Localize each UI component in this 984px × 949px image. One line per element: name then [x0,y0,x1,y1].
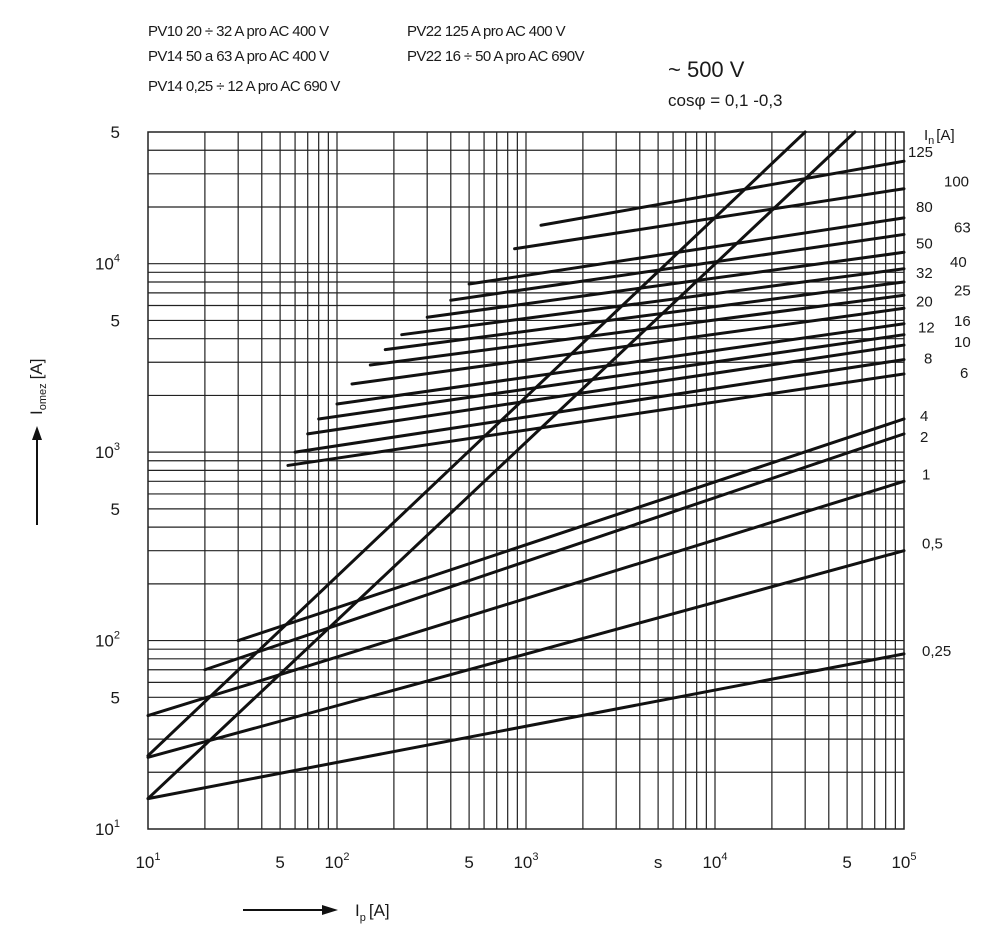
curves [146,130,906,801]
curve-0-25 [146,652,906,801]
legend-text-pv22-b: PV22 16 ÷ 50 A pro AC 690V [407,48,585,65]
x-tick-label: s [654,853,663,872]
cosphi-label: cosφ = 0,1 -0,3 [668,91,783,110]
curve-20 [350,306,906,386]
y-tick-labels: 5 104 5 103 5 102 5 101 [95,123,120,839]
curve-label-16: 16 [954,313,971,330]
curve-10 [306,343,906,436]
series-header-unit: [A] [936,127,954,144]
y-axis-label: Iomez [A] [27,359,49,415]
curve-label-1: 1 [922,466,930,483]
curve-63 [449,232,906,302]
legend-text-pv10: PV10 20 ÷ 32 A pro AC 400 V [148,23,329,40]
curve-label-125: 125 [908,144,933,161]
y-axis-symbol: I [27,410,46,415]
y-tick-label: 5 [111,688,120,707]
y-tick-label: 104 [95,253,120,274]
voltage-label: ~ 500 V [668,57,745,82]
curve-label-0-5: 0,5 [922,536,943,553]
x-axis-symbol: I [355,901,360,920]
curve-label-25: 25 [954,282,971,299]
curve-32 [383,280,906,352]
x-tick-label: 102 [324,851,349,872]
curve-label-100: 100 [944,174,969,191]
x-tick-label: 5 [275,853,284,872]
x-tick-label: 105 [891,851,916,872]
legend-text-pv22-a: PV22 125 A pro AC 400 V [407,23,566,40]
y-tick-label: 5 [111,123,120,142]
curve-1 [146,479,906,718]
y-axis-unit: [A] [27,359,46,380]
curve-label-20: 20 [916,293,933,310]
curve-2 [203,432,906,672]
curve-40 [400,267,906,337]
y-tick-label: 101 [95,818,120,839]
y-tick-label: 5 [111,500,120,519]
curve-label-32: 32 [916,265,933,282]
curve-label-40: 40 [950,254,967,271]
y-tick-label: 5 [111,311,120,330]
curve-100 [513,187,906,251]
y-axis-sub: omez [37,383,49,410]
legend-text-pv14-b: PV14 0,25 ÷ 12 A pro AC 690 V [148,78,340,95]
curve-80 [467,216,906,286]
curve-125 [539,159,906,227]
curve-16 [335,322,906,406]
grid [148,132,904,829]
curve-label-4: 4 [920,408,928,425]
x-tick-labels: 101 5 102 5 103 s 104 5 105 [135,851,916,872]
curve-label-63: 63 [954,219,971,236]
curve-labels: 125 100 80 63 50 40 32 25 20 16 12 10 8 6 4 2 1 0,5 0,25 [908,144,971,660]
curve-8 [293,358,906,454]
curve-label-10: 10 [954,334,971,351]
curve-25 [368,293,906,367]
x-axis-sub: p [360,912,366,924]
curve-4 [236,417,906,643]
y-tick-label: 103 [95,441,120,462]
curve-label-8: 8 [924,351,932,368]
series-header-symbol: I [924,127,928,144]
curve-label-50: 50 [916,235,933,252]
x-tick-label: 5 [464,853,473,872]
curve-label-2: 2 [920,429,928,446]
curve-label-12: 12 [918,320,935,337]
x-tick-label: 103 [513,851,538,872]
curve-label-6: 6 [960,365,968,382]
x-axis-label: Ip [A] [355,901,390,924]
y-tick-label: 102 [95,630,120,651]
curve-label-80: 80 [916,199,933,216]
curve-0-5 [146,549,906,759]
legend-text-pv14-a: PV14 50 a 63 A pro AC 400 V [148,48,329,65]
series-header-label: In [A] [924,127,955,147]
curve-label-0-25: 0,25 [922,643,951,660]
x-tick-label: 5 [842,853,851,872]
x-axis-arrow-head [322,905,338,915]
x-axis-unit: [A] [369,901,390,920]
x-tick-label: 101 [135,851,160,872]
curve-6 [286,372,906,467]
curve-12 [317,333,906,421]
envelope-line-2 [146,130,857,801]
curve-50 [425,250,906,319]
x-tick-label: 104 [702,851,727,872]
y-axis-arrow-head [32,426,42,440]
series-header-sub: n [928,135,934,147]
